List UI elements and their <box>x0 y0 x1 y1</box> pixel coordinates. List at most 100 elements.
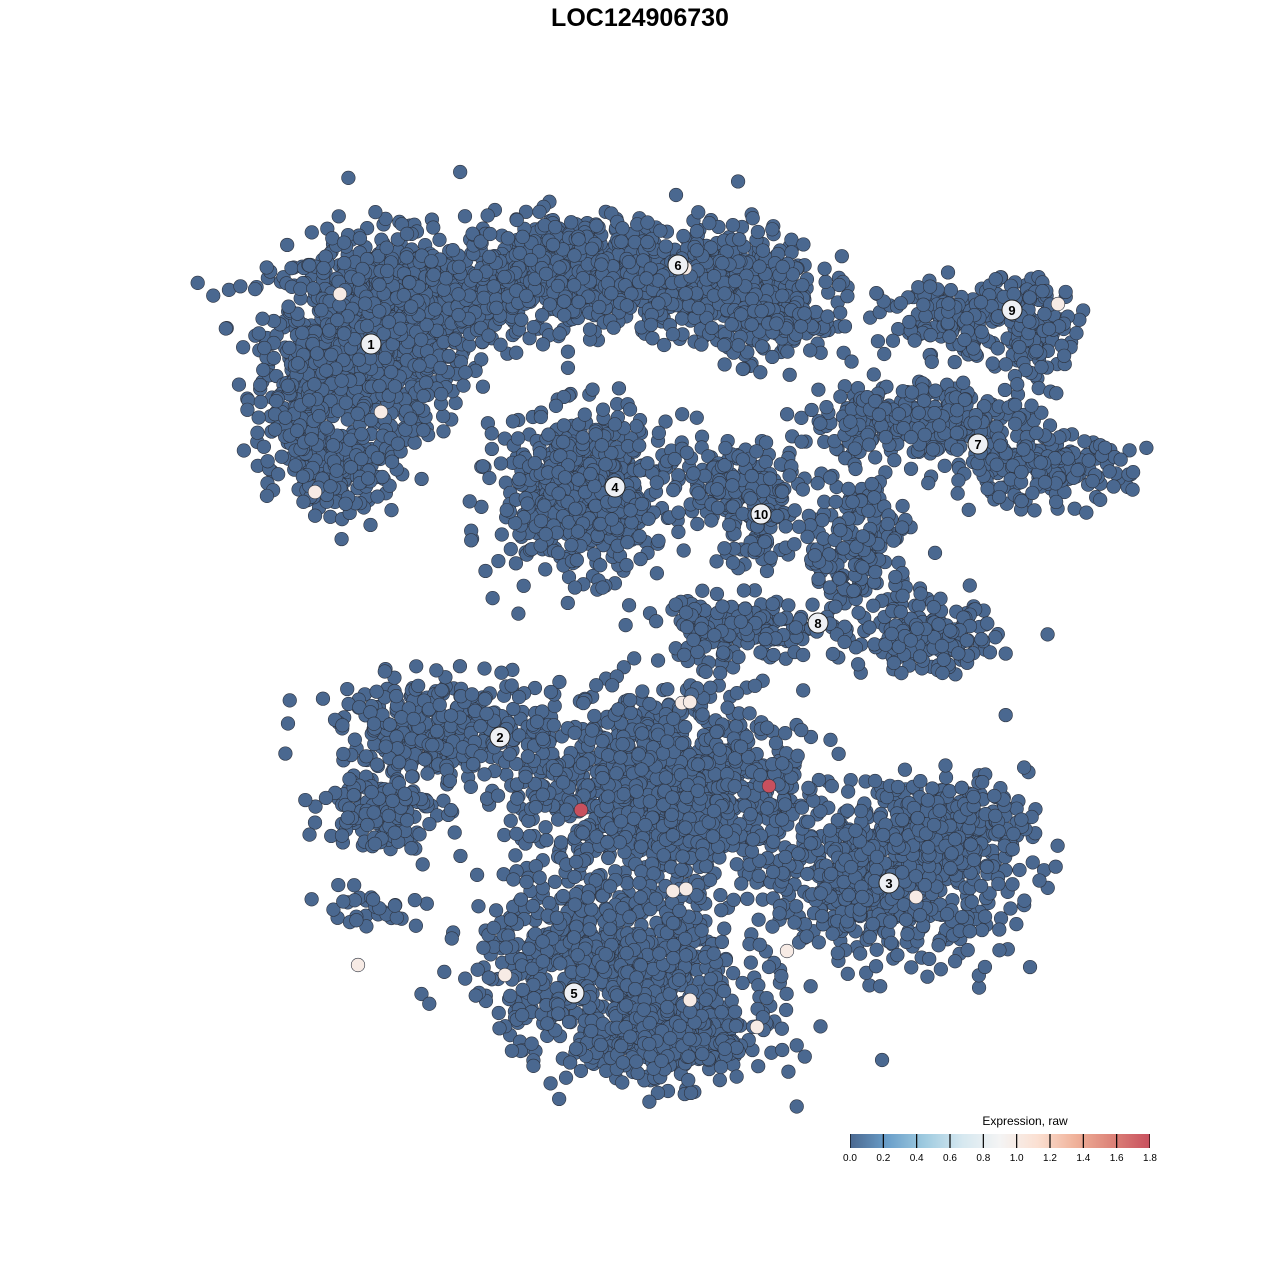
data-point <box>1033 455 1048 470</box>
data-point <box>548 398 564 413</box>
data-point <box>567 278 582 293</box>
data-point <box>323 509 338 524</box>
data-point <box>911 405 926 420</box>
data-point <box>980 616 995 631</box>
data-point <box>570 524 586 539</box>
data-point <box>950 486 965 501</box>
data-point <box>259 260 274 275</box>
data-point <box>499 503 514 518</box>
data-point <box>509 345 524 360</box>
data-point <box>432 232 447 247</box>
data-point <box>957 392 972 407</box>
data-point <box>810 476 825 491</box>
data-point <box>891 406 906 422</box>
data-point <box>744 317 759 332</box>
data-point <box>885 333 901 348</box>
data-point <box>650 653 666 668</box>
data-point <box>709 482 725 497</box>
data-point <box>595 580 610 595</box>
data-point <box>884 626 899 641</box>
data-point <box>870 334 886 349</box>
data-point <box>256 362 271 378</box>
data-point <box>1022 290 1037 305</box>
data-point <box>845 494 860 509</box>
data-point <box>1113 452 1128 467</box>
data-point <box>274 449 289 464</box>
data-point <box>924 354 939 369</box>
data-point <box>481 328 496 343</box>
data-point <box>868 564 883 580</box>
data-point <box>361 471 376 486</box>
data-point <box>560 360 576 375</box>
data-point <box>1077 434 1092 449</box>
data-point <box>384 364 399 380</box>
data-point <box>482 470 497 486</box>
data-point <box>867 490 882 505</box>
data-point <box>744 468 759 484</box>
data-point <box>514 312 529 327</box>
data-point <box>564 537 579 553</box>
data-point <box>817 261 832 276</box>
data-point <box>861 437 877 452</box>
data-point <box>236 443 251 458</box>
data-point <box>281 299 296 314</box>
data-point <box>485 591 500 606</box>
data-point <box>710 500 726 515</box>
data-point <box>414 471 429 487</box>
data-point <box>255 311 270 326</box>
data-point <box>380 263 395 278</box>
data-point <box>702 216 717 231</box>
data-point <box>295 469 310 484</box>
data-point <box>734 307 749 322</box>
data-point <box>251 410 266 425</box>
data-point <box>1031 381 1046 396</box>
data-point <box>962 578 977 593</box>
data-point <box>533 513 549 528</box>
data-point <box>640 215 655 230</box>
data-point <box>515 229 530 244</box>
data-point <box>1079 505 1094 520</box>
data-point <box>1035 284 1050 299</box>
data-point <box>290 423 305 438</box>
data-point <box>1025 485 1040 501</box>
data-point <box>372 378 387 394</box>
data-point <box>735 452 750 467</box>
data-point <box>935 665 950 681</box>
data-point <box>716 338 732 353</box>
data-point <box>629 419 644 434</box>
data-point <box>837 634 852 650</box>
data-point <box>571 472 586 487</box>
data-point <box>336 326 352 341</box>
data-point <box>592 299 607 315</box>
data-point <box>794 434 809 449</box>
data-point <box>745 211 760 226</box>
data-point <box>1014 464 1029 480</box>
data-point <box>927 406 942 421</box>
data-point <box>337 256 352 271</box>
data-point <box>482 249 497 264</box>
data-point <box>787 503 802 518</box>
data-point <box>762 471 778 486</box>
data-point <box>206 288 221 303</box>
data-point <box>404 299 419 314</box>
data-point <box>372 277 387 292</box>
data-point <box>464 533 479 548</box>
data-point <box>375 469 390 485</box>
data-point <box>862 620 877 635</box>
data-point <box>280 378 296 393</box>
data-point <box>678 286 693 301</box>
data-point <box>795 482 810 497</box>
data-point <box>836 541 851 556</box>
data-point <box>640 234 655 250</box>
data-point <box>451 259 467 275</box>
data-point <box>527 455 542 471</box>
data-point <box>256 439 272 454</box>
data-point <box>532 204 547 219</box>
points-layer <box>190 164 1154 1114</box>
data-point <box>668 187 684 203</box>
data-point <box>913 649 928 664</box>
data-point <box>775 288 790 303</box>
data-point <box>691 486 706 501</box>
data-point <box>259 488 275 504</box>
data-point <box>557 470 573 485</box>
